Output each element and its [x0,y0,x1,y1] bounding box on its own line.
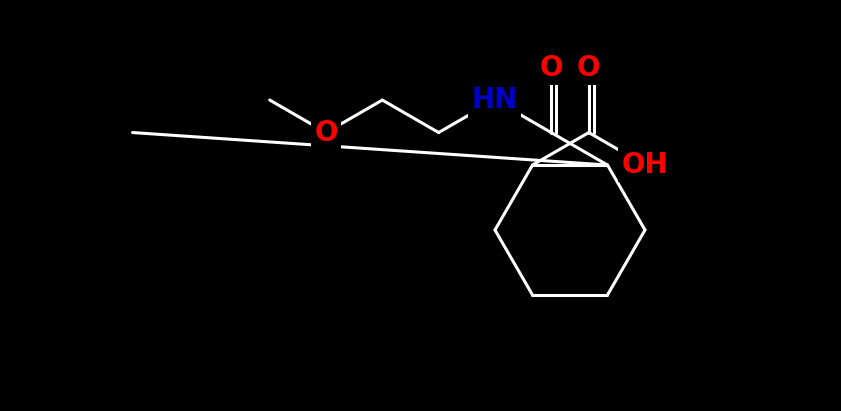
Text: OH: OH [621,151,669,179]
Text: O: O [577,53,600,81]
Text: O: O [315,118,338,147]
Text: O: O [539,53,563,81]
Text: HN: HN [472,86,518,114]
